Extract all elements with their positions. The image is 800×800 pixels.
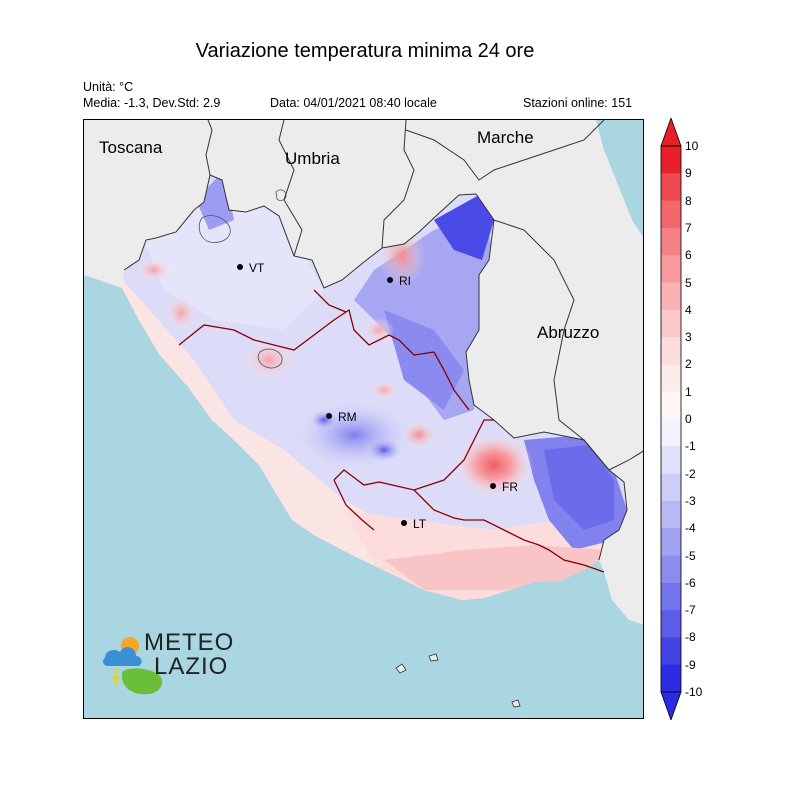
colorbar-tick-label: -8 xyxy=(685,630,696,645)
lake-bracciano xyxy=(257,348,283,369)
stats-label: Media: -1.3, Dev.Std: 2.9 xyxy=(83,96,221,110)
colorbar-tick-label: 10 xyxy=(685,139,699,153)
colorbar-tick-label: -3 xyxy=(685,493,696,508)
colorbar-bin xyxy=(661,255,681,283)
city-marker-lt: LT xyxy=(401,517,427,531)
svg-text:VT: VT xyxy=(249,261,265,275)
region-shape-icon xyxy=(121,668,163,695)
region-label-umbria: Umbria xyxy=(285,149,340,168)
meteo-lazio-logo: METEO LAZIO xyxy=(100,628,250,698)
date-label: Data: 04/01/2021 08:40 locale xyxy=(270,96,437,110)
tyrrhenian-sea xyxy=(84,275,643,718)
svg-text:LT: LT xyxy=(413,517,427,531)
colorbar-tick-label: -1 xyxy=(685,439,696,454)
map-panel: Toscana Umbria Marche Abruzzo VT RI RM F… xyxy=(83,119,644,719)
colorbar-bin xyxy=(661,473,681,502)
stations-label: Stazioni online: 151 xyxy=(523,96,633,110)
colorbar-bin xyxy=(661,419,681,447)
colorbar-bin xyxy=(661,227,681,256)
colorbar-bin xyxy=(661,364,681,393)
colorbar-tick-label: -4 xyxy=(685,521,696,536)
svg-text:METEO: METEO xyxy=(144,629,234,656)
map-title: Variazione temperatura minima 24 ore xyxy=(195,40,535,62)
colorbar-tick-label: 0 xyxy=(685,412,692,426)
colorbar-tick-label: -9 xyxy=(685,657,696,672)
colorbar-bin xyxy=(661,337,681,365)
colorbar-tick-label: 4 xyxy=(685,302,692,317)
colorbar-tick-label: -7 xyxy=(685,603,696,618)
colorbar-tick-label: -5 xyxy=(685,548,696,563)
colorbar-bin xyxy=(661,528,681,556)
colorbar-bin xyxy=(661,582,681,611)
colorbar-bin xyxy=(661,282,681,311)
colorbar xyxy=(656,116,686,722)
colorbar-tick-label: 5 xyxy=(685,275,692,290)
colorbar-tick-label: 8 xyxy=(685,193,692,208)
island-ventotene xyxy=(428,653,521,708)
umbria-border xyxy=(205,120,415,257)
abruzzo-border xyxy=(493,219,643,471)
colorbar-bin xyxy=(661,146,681,174)
colorbar-tick-label: 2 xyxy=(685,357,692,372)
colorbar-tick-label: -2 xyxy=(685,466,696,481)
city-marker-vt: VT xyxy=(237,261,265,275)
colorbar-min-arrow xyxy=(660,691,682,722)
adriatic-sea xyxy=(596,120,643,237)
region-label-toscana: Toscana xyxy=(99,138,163,157)
city-marker-rm: RM xyxy=(326,410,357,424)
colorbar-bin xyxy=(661,500,681,529)
colorbar-max-arrow xyxy=(660,116,682,147)
cloud-icon xyxy=(103,647,142,666)
colorbar-bin xyxy=(661,664,681,693)
colorbar-tick-label: -10 xyxy=(685,685,703,699)
colorbar-tick-label: 6 xyxy=(685,248,692,263)
city-marker-fr: FR xyxy=(490,480,518,494)
colorbar-bin xyxy=(661,555,681,584)
colorbar-bin xyxy=(661,391,681,420)
unit-label: Unità: °C xyxy=(83,80,134,94)
svg-text:RI: RI xyxy=(399,274,411,288)
colorbar-tick-label: 7 xyxy=(685,220,692,235)
colorbar-bin xyxy=(661,610,681,638)
colorbar-tick-label: 9 xyxy=(685,166,692,181)
colorbar-bin xyxy=(661,200,681,229)
colorbar-bin xyxy=(661,637,681,666)
colorbar-bin xyxy=(661,446,681,475)
city-marker-ri: RI xyxy=(387,274,411,288)
region-label-marche: Marche xyxy=(477,128,534,147)
svg-text:FR: FR xyxy=(502,480,518,494)
island-ponza xyxy=(395,663,407,674)
colorbar-tick-label: 3 xyxy=(685,330,692,345)
province-borders xyxy=(178,289,605,573)
colorbar-tick-label: 1 xyxy=(685,384,692,399)
lightning-icon xyxy=(112,667,120,687)
lake-trasimeno xyxy=(275,189,287,201)
svg-text:LAZIO: LAZIO xyxy=(154,653,228,680)
lake-bolsena xyxy=(198,215,231,243)
colorbar-bin xyxy=(661,309,681,338)
region-label-abruzzo: Abruzzo xyxy=(537,323,599,342)
svg-text:RM: RM xyxy=(338,410,357,424)
marche-border xyxy=(405,120,605,181)
colorbar-bin xyxy=(661,173,681,202)
colorbar-tick-label: -6 xyxy=(685,575,696,590)
lazio-border xyxy=(123,174,628,561)
